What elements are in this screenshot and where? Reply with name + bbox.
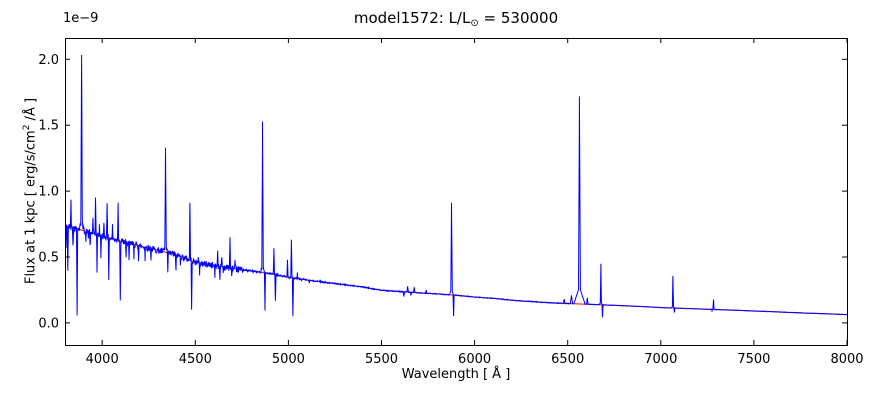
- tick-layer: [65, 38, 848, 345]
- continuum-fit-line: [64, 224, 848, 316]
- x-tick-label: 8000: [830, 352, 863, 367]
- y-label-suffix: /Å ]: [23, 97, 39, 125]
- x-tick-label: 7000: [644, 352, 677, 367]
- spectrum-line: [64, 54, 847, 318]
- x-tick-label: 5000: [272, 352, 305, 367]
- title-suffix: = 530000: [478, 9, 559, 27]
- y-tick-label: 0.5: [38, 251, 59, 266]
- x-tick-label: 4000: [86, 352, 119, 367]
- x-tick-label: 6000: [458, 352, 491, 367]
- y-axis-label: Flux at 1 kpc [ erg/s/cm2 /Å ]: [19, 98, 39, 284]
- y-tick-label: 2.0: [38, 53, 59, 68]
- y-label-text: Flux at 1 kpc [ erg/s/cm: [23, 130, 39, 285]
- chart-title: model1572: L/L⊙ = 530000: [65, 9, 847, 33]
- y-label-superscript: 2: [22, 124, 32, 131]
- x-axis-label: Wavelength [ Å ]: [401, 367, 511, 382]
- x-tick-label: 6500: [551, 352, 584, 367]
- y-tick-label: 0.0: [38, 316, 59, 331]
- y-tick-label: 1.5: [38, 119, 59, 134]
- axes-frame: [65, 38, 848, 346]
- series-layer: [64, 54, 848, 318]
- title-text: model1572: L/L: [353, 9, 471, 27]
- y-tick-label: 1.0: [38, 185, 59, 200]
- x-tick-label: 7500: [737, 352, 770, 367]
- x-tick-label: 5500: [365, 352, 398, 367]
- y-tick-labels: 0.0 0.5 1.0 1.5 2.0: [38, 53, 59, 332]
- y-axis-offset-label: 1e−9: [63, 11, 99, 26]
- x-tick-label: 4500: [179, 352, 212, 367]
- sun-symbol: ⊙: [470, 18, 479, 29]
- x-tick-labels: 4000 4500 5000 5500 6000 6500 7000 7500 8000: [86, 352, 864, 367]
